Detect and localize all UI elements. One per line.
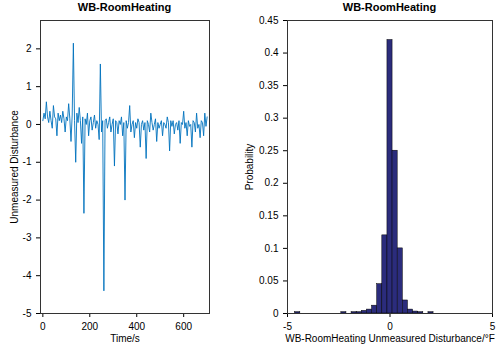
svg-text:-4: -4 [23,270,32,281]
svg-text:0.35: 0.35 [259,80,279,91]
svg-text:0.25: 0.25 [259,145,279,156]
svg-text:0.3: 0.3 [265,112,279,123]
html-text:WB-RoomHeating: WB-RoomHeating [342,1,437,13]
svg-text:0.45: 0.45 [259,15,279,26]
svg-text:-5: -5 [283,321,292,332]
html-text:WB-RoomHeating: WB-RoomHeating [77,1,172,13]
svg-text:Time/s: Time/s [110,333,140,344]
svg-text:Probability: Probability [244,144,255,191]
svg-text:0: 0 [26,119,32,130]
svg-text:1: 1 [26,81,32,92]
svg-text:0.1: 0.1 [265,243,279,254]
svg-text:0: 0 [387,321,393,332]
svg-text:-2: -2 [23,194,32,205]
svg-text:-3: -3 [23,232,32,243]
svg-text:0: 0 [40,321,46,332]
svg-text:0: 0 [273,308,279,319]
svg-text:200: 200 [81,321,98,332]
svg-text:400: 400 [128,321,145,332]
svg-text:0.2: 0.2 [265,177,279,188]
svg-text:2: 2 [26,43,32,54]
svg-text:-5: -5 [23,308,32,319]
svg-text:Unmeasured Disturbance: Unmeasured Disturbance [9,110,20,224]
svg-text:5: 5 [490,321,496,332]
svg-text:-1: -1 [23,156,32,167]
svg-text:0.4: 0.4 [265,47,279,58]
svg-text:600: 600 [175,321,192,332]
svg-text:WB-RoomHeating Unmeasured Dist: WB-RoomHeating Unmeasured Disturbance/°F [285,333,495,344]
svg-text:0.05: 0.05 [259,275,279,286]
svg-text:0.15: 0.15 [259,210,279,221]
